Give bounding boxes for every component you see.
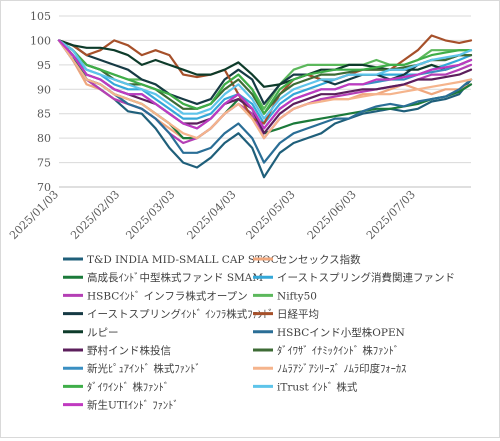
y-tick-label: 105	[30, 10, 51, 23]
series-line-8	[57, 34, 473, 125]
x-tick-label: 2025/04/03	[185, 188, 239, 242]
y-tick-label: 75	[37, 157, 51, 170]
y-tick-label: 70	[37, 181, 51, 194]
legend-item: ﾀﾞｲﾜｻﾞ ｲﾅﾐｯｸｲﾝﾄﾞ 株ﾌｧﾝﾄﾞ	[253, 344, 399, 357]
y-axis-tick-labels: 70 75 80 85 90 95 100 105	[30, 10, 51, 194]
series-line-7	[57, 39, 473, 106]
legend-item: Nifty50	[253, 290, 317, 302]
legend-item: 日経平均	[253, 308, 319, 321]
legend-item: 新光ﾋﾟｭｱｲﾝﾄﾞ 株式ﾌｧﾝﾄﾞ	[63, 362, 201, 375]
legend-item: T&D INDIA MID-SMALL CAP STOC	[63, 254, 279, 266]
series-line-14	[57, 39, 473, 140]
legend-item: イーストスプリング消費関連ファンド	[253, 271, 455, 284]
x-axis-tick-labels: 2025/01/03 2025/02/03 2025/03/03 2025/04/03…	[7, 188, 418, 242]
x-tick-label: 2025/01/03	[7, 188, 61, 242]
series-lines	[57, 34, 473, 179]
legend-item: HSBCインド小型株OPEN	[253, 326, 405, 339]
legend-item: 高成長ｲﾝﾄﾞ中型株式ファンド SMAM	[63, 271, 263, 284]
series-line-16	[57, 39, 473, 120]
legend-item: ﾀﾞｲﾜｲﾝﾄﾞ 株ﾌｧﾝﾄﾞ	[63, 380, 169, 393]
legend-label: HSBCインド小型株OPEN	[277, 326, 405, 339]
y-tick-label: 95	[37, 59, 51, 72]
legend-label: Nifty50	[277, 290, 317, 302]
legend-item: 野村インド株投信	[63, 344, 171, 357]
legend-label: 野村インド株投信	[87, 344, 171, 357]
legend-label: ﾀﾞｲﾜｲﾝﾄﾞ 株ﾌｧﾝﾄﾞ	[87, 380, 169, 393]
legend-label: 高成長ｲﾝﾄﾞ中型株式ファンド SMAM	[87, 271, 263, 284]
legend-label: iTrust ｲﾝﾄﾞ 株式	[277, 380, 358, 393]
x-tick-label: 2025/06/03	[305, 188, 359, 242]
y-tick-label: 100	[30, 34, 51, 47]
x-tick-label: 2025/02/03	[68, 188, 122, 242]
x-tick-label: 2025/03/03	[123, 188, 177, 242]
legend-label: イーストスプリング消費関連ファンド	[277, 271, 455, 284]
y-tick-label: 80	[37, 132, 51, 145]
y-tick-label: 90	[37, 83, 51, 96]
legend-label: イーストスプリングｲﾝﾄﾞ ｲﾝﾌﾗ株式ﾌｧﾝﾄﾞ	[87, 308, 274, 321]
legend-label: ルピー	[87, 327, 119, 339]
legend-item: ルピー	[63, 327, 119, 339]
series-line-17	[57, 39, 473, 130]
legend-label: 新生UTIｲﾝﾄﾞ ﾌｧﾝﾄﾞ	[87, 399, 179, 412]
legend-item: iTrust ｲﾝﾄﾞ 株式	[253, 380, 358, 393]
y-tick-label: 85	[37, 108, 51, 121]
series-line-1	[57, 39, 473, 179]
legend-label: HSBCｲﾝﾄﾞ インフラ株式オープン	[87, 289, 248, 302]
series-line-15	[57, 39, 473, 115]
legend-label: ﾀﾞｲﾜｻﾞ ｲﾅﾐｯｸｲﾝﾄﾞ 株ﾌｧﾝﾄﾞ	[277, 344, 399, 357]
legend-item: イーストスプリングｲﾝﾄﾞ ｲﾝﾌﾗ株式ﾌｧﾝﾄﾞ	[63, 308, 274, 321]
legend-item: ﾉﾑﾗｱｼﾞｱｼﾘｰｽﾞ ﾉﾑﾗ印度ﾌｫｰｶｽ	[253, 362, 406, 375]
legend-label: T&D INDIA MID-SMALL CAP STOC	[87, 254, 279, 266]
legend-label: ﾉﾑﾗｱｼﾞｱｼﾘｰｽﾞ ﾉﾑﾗ印度ﾌｫｰｶｽ	[277, 362, 406, 375]
x-tick-label: 2025/07/03	[364, 188, 418, 242]
legend-label: センセックス指数	[277, 253, 361, 266]
series-line-10	[57, 39, 473, 164]
legend-item: センセックス指数	[253, 253, 361, 266]
x-tick-label: 2025/05/03	[244, 188, 298, 242]
legend-item: 新生UTIｲﾝﾄﾞ ﾌｧﾝﾄﾞ	[63, 399, 179, 412]
legend-item: HSBCｲﾝﾄﾞ インフラ株式オープン	[63, 289, 248, 302]
legend-label: 日経平均	[277, 308, 319, 321]
legend-label: 新光ﾋﾟｭｱｲﾝﾄﾞ 株式ﾌｧﾝﾄﾞ	[87, 362, 201, 375]
legend: T&D INDIA MID-SMALL CAP STOCセンセックス指数高成長ｲ…	[63, 253, 455, 412]
